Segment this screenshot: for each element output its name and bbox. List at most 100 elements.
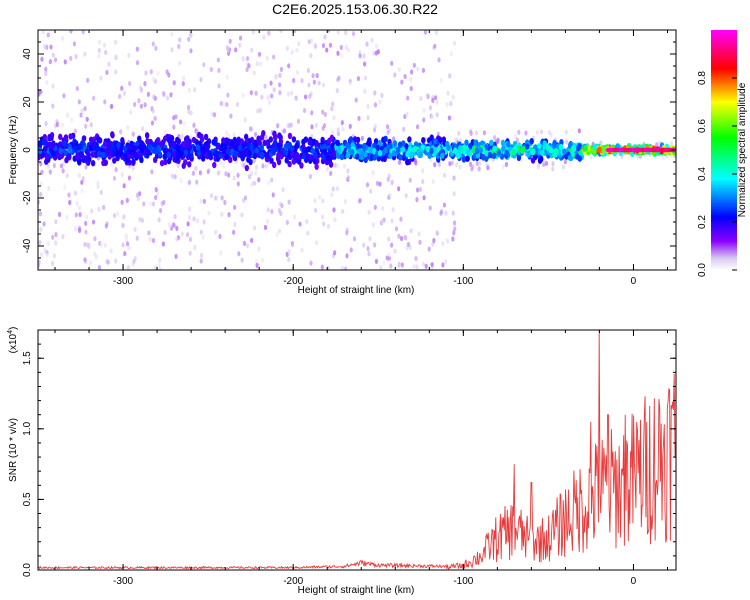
spectrogram-cell — [260, 94, 264, 100]
spectrogram-cell — [400, 262, 404, 268]
spectrogram-cell — [109, 160, 114, 167]
spectrogram-cell — [559, 139, 564, 146]
spectrogram-cell — [51, 140, 56, 147]
spectrogram-cell — [149, 69, 153, 75]
spectrogram-cell — [133, 226, 137, 232]
spectrogram-cell — [325, 166, 330, 172]
spectrogram-cell — [306, 230, 310, 236]
spectrogram-cell — [387, 251, 391, 258]
spectrogram-cell — [441, 241, 445, 247]
spectrogram-cell — [112, 175, 117, 181]
spectrogram-cell — [219, 100, 223, 107]
spectrogram-cell — [430, 262, 434, 268]
spectrogram-cell — [65, 172, 69, 179]
spectrogram-cell — [165, 95, 170, 101]
spectrogram-cell — [279, 153, 284, 160]
spectrogram-cell — [83, 106, 87, 112]
spectrogram-cell — [252, 225, 257, 231]
spectrogram-cell — [152, 94, 156, 100]
spectrogram-cell — [114, 258, 118, 264]
spectrogram-cell — [309, 260, 313, 266]
spectrogram-cell — [261, 130, 266, 137]
spectrogram-cell — [552, 139, 557, 147]
spectrogram-cell — [80, 179, 84, 185]
spectrogram-cell — [475, 160, 479, 167]
spectrogram-cell — [271, 192, 275, 198]
spectrogram-cell — [277, 208, 282, 214]
spectrogram-cell — [180, 231, 184, 237]
spectrogram-cell — [363, 88, 367, 94]
spectrogram-cell — [107, 148, 112, 156]
spectrogram-cell — [318, 194, 322, 201]
spectrogram-cell — [206, 169, 210, 175]
spectrogram-cell — [236, 181, 240, 187]
spectrogram-cell — [185, 232, 190, 238]
spectrogram-cell — [337, 75, 341, 81]
spectrogram-cell — [418, 151, 423, 159]
spectrogram-cell — [151, 76, 156, 82]
spectrogram-cell — [89, 260, 93, 266]
spectrogram-cell — [496, 137, 500, 143]
spectrogram-cell — [551, 166, 555, 172]
spectrogram-cell — [577, 128, 581, 134]
spectrogram-cell — [362, 242, 366, 248]
spectrogram-cell — [97, 206, 101, 212]
spectrogram-cell — [116, 141, 121, 149]
spectrogram-cell — [506, 141, 511, 148]
spectrogram-cell — [93, 236, 97, 242]
spectrogram-cell — [90, 151, 95, 158]
spectrogram-cell — [478, 146, 483, 154]
spectrogram-cell — [266, 218, 270, 225]
spectrogram-cell — [433, 95, 438, 101]
spectrogram-cell — [133, 101, 137, 108]
spectrogram-cell — [378, 99, 382, 105]
spectrogram-cell — [367, 137, 372, 144]
spectrogram-cell — [539, 129, 544, 135]
x-tick-label: 0 — [631, 576, 637, 587]
x-tick-label: -100 — [453, 576, 473, 587]
spectrogram-cell — [245, 243, 250, 249]
spectrogram-cell — [179, 177, 183, 183]
spectrogram-cell — [69, 117, 74, 123]
spectrogram-cell — [290, 90, 294, 96]
spectrogram-cell — [439, 210, 443, 216]
spectrogram-cell — [267, 30, 271, 36]
spectrogram-cell — [313, 42, 317, 48]
spectrogram-cell — [375, 43, 379, 49]
spectrogram-cell — [73, 226, 78, 232]
spectrogram-cell — [444, 259, 448, 265]
spectrogram-cell — [212, 112, 217, 118]
spectrogram-cell — [529, 138, 534, 145]
spectrogram-cell — [294, 151, 300, 159]
spectrogram-cell — [175, 225, 179, 232]
spectrogram-cell — [392, 136, 396, 142]
spectrogram-cell — [52, 253, 56, 259]
spectrogram-cell — [328, 161, 334, 168]
spectrogram-cell — [421, 168, 425, 174]
spectrogram-cell — [90, 208, 94, 214]
spectrogram-cell — [110, 103, 114, 110]
spectrogram-cell — [243, 195, 248, 201]
spectrogram-cell — [202, 198, 206, 204]
spectrogram-cell — [218, 152, 223, 160]
spectrogram-cell — [188, 250, 192, 256]
spectrogram-cell — [452, 220, 457, 226]
spectrogram-cell — [150, 120, 155, 126]
spectrogram-cell — [512, 149, 517, 156]
spectrogram-cell — [222, 163, 226, 169]
spectrogram-cell — [385, 124, 390, 130]
spectrogram-cell — [537, 143, 542, 150]
spectrogram-cell — [170, 31, 174, 37]
spectrogram-cell — [373, 90, 377, 96]
spectrogram-cell — [75, 154, 80, 161]
colorbar-ticks: 0.0 0.2 0.4 0.6 0.8 — [697, 71, 737, 277]
spectrogram-cell — [305, 219, 309, 225]
spectrogram-cell — [224, 130, 229, 136]
spectrogram-cell — [493, 135, 497, 141]
spectrogram-cell — [236, 172, 240, 178]
snr-frame — [37, 329, 677, 571]
spectrogram-cell — [116, 211, 120, 217]
spectrogram-cell — [46, 241, 51, 247]
spectrogram-cell — [214, 149, 219, 157]
spectrogram-cell — [406, 241, 411, 248]
